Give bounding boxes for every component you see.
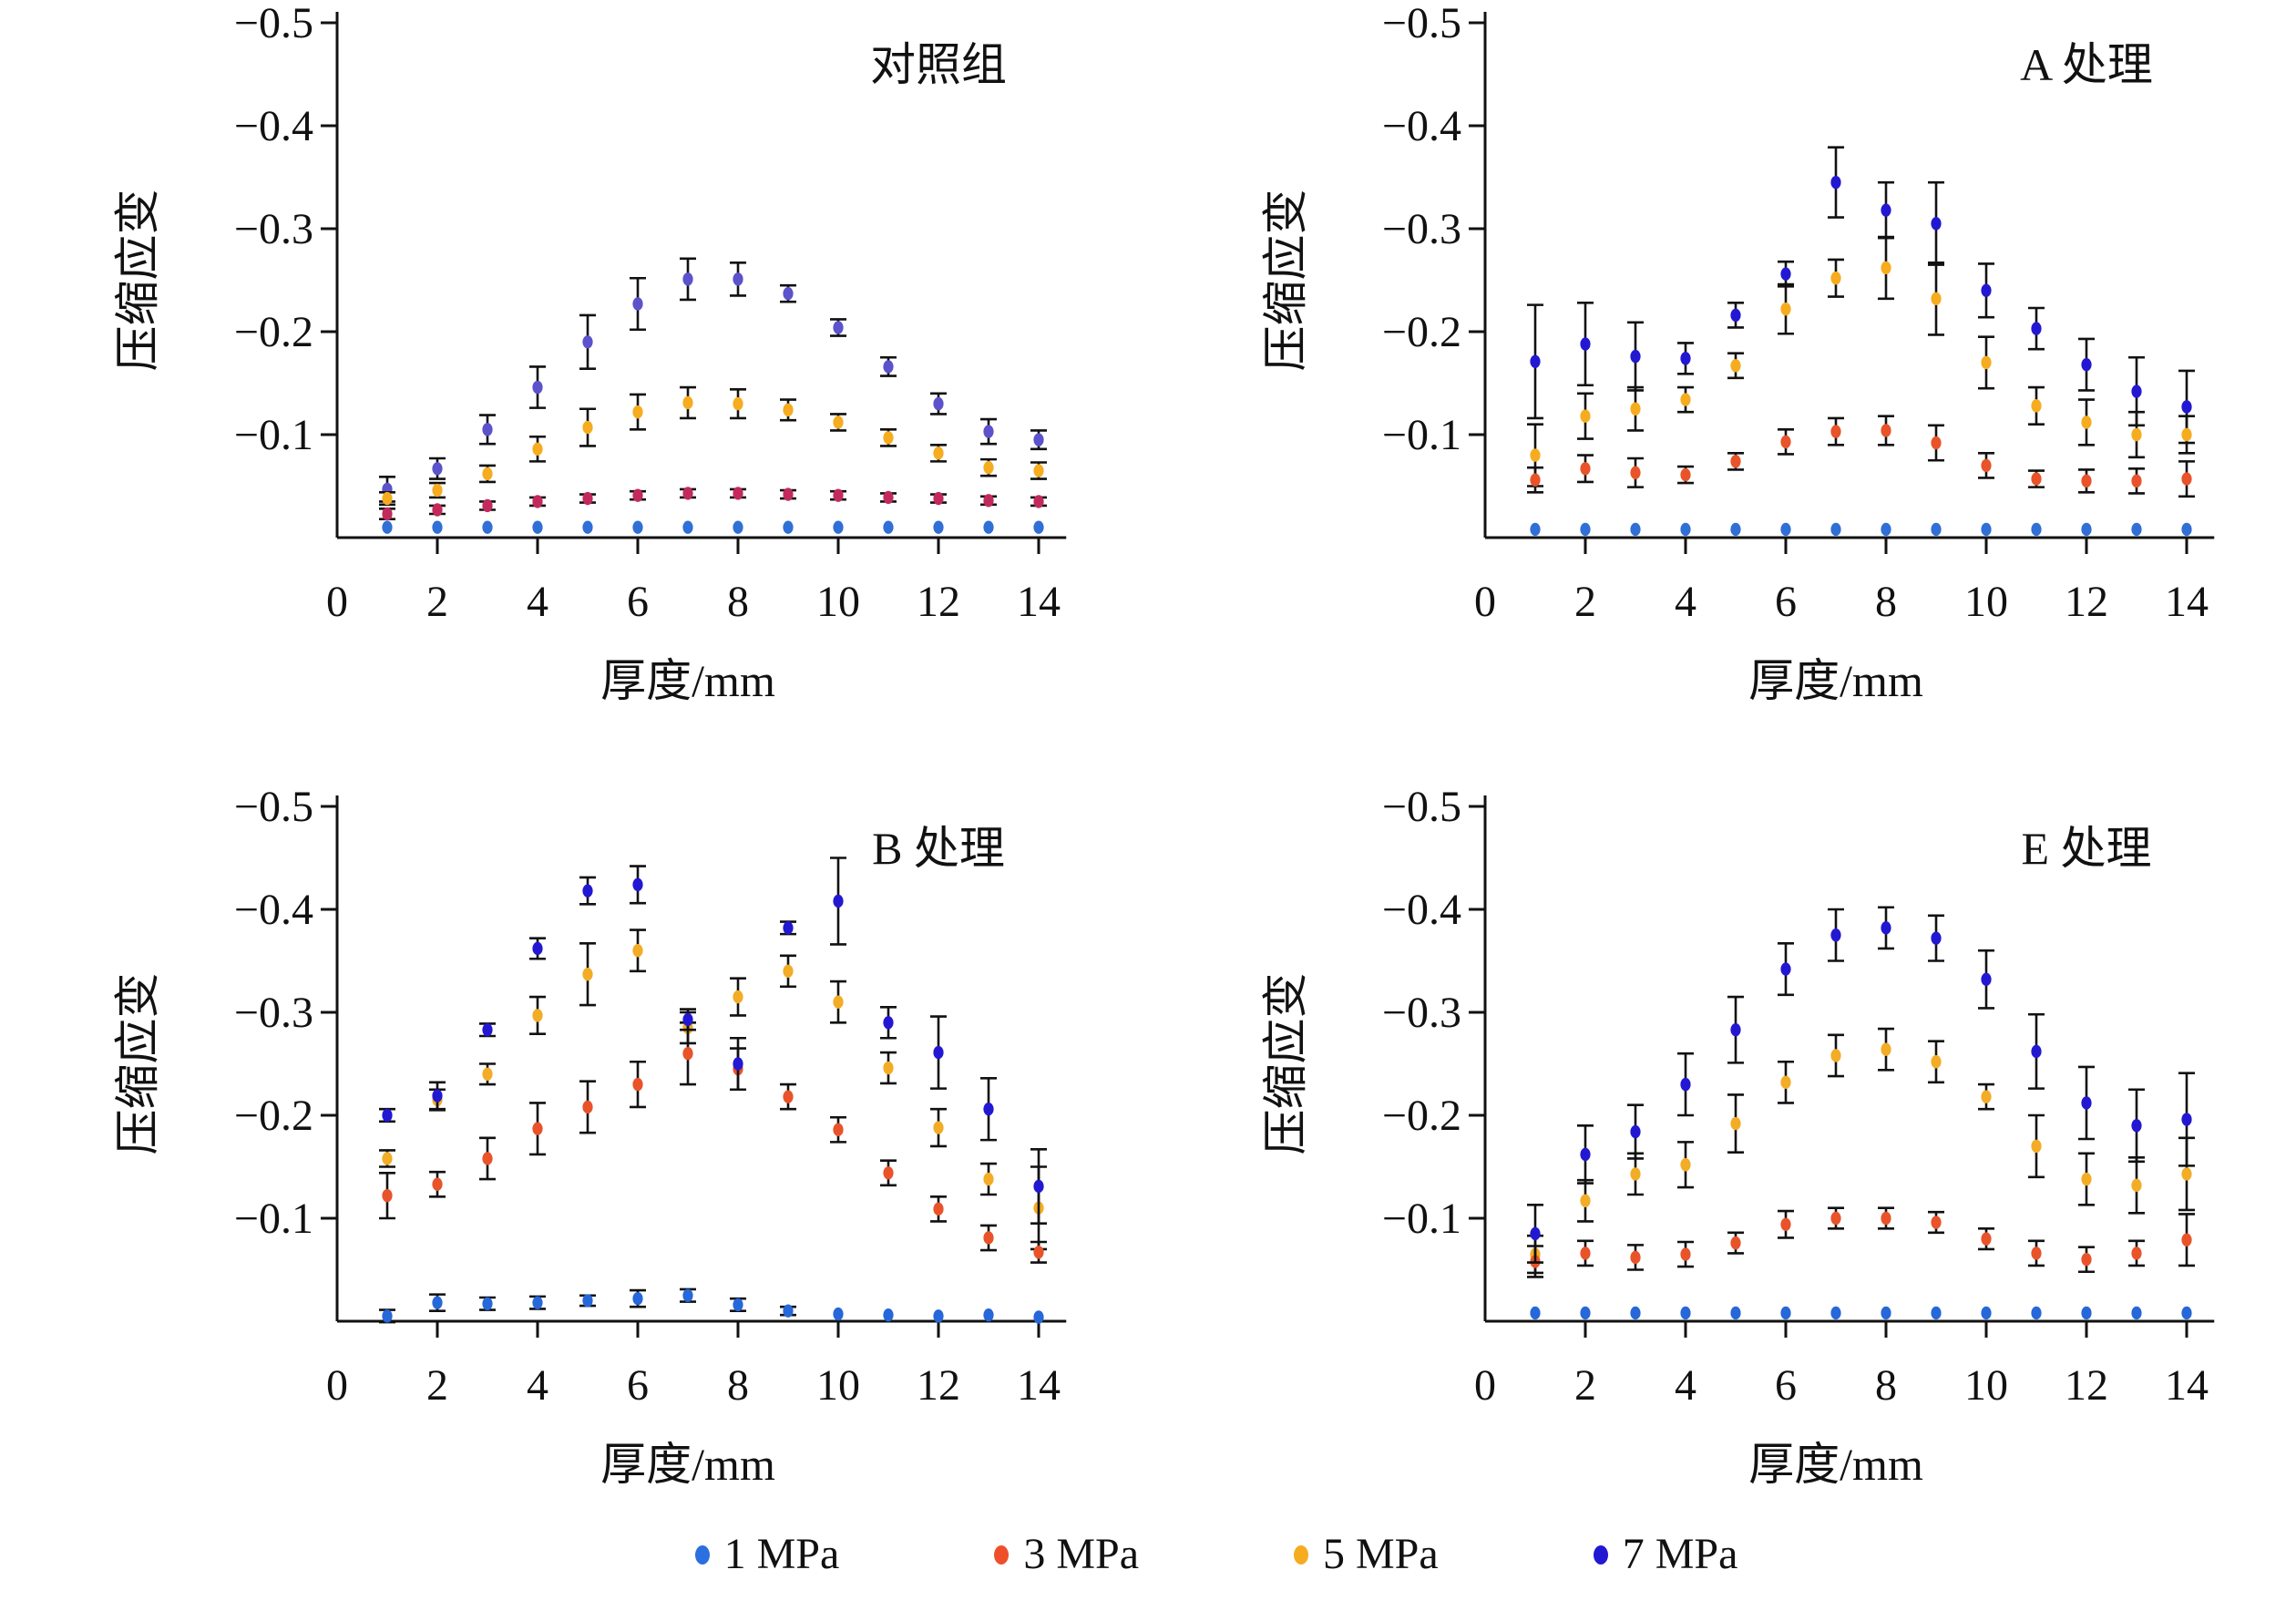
svg-text:−0.4: −0.4 xyxy=(234,102,313,150)
svg-text:−0.4: −0.4 xyxy=(234,886,313,934)
svg-text:10: 10 xyxy=(1964,1361,2008,1410)
svg-text:对照组: 对照组 xyxy=(870,39,1007,90)
panel-b-chart: 0 2 4 6 8 10 12 14 −0.1 −0.2 −0.3 −0.4 −0.5 B 处理厚度/mm… xyxy=(0,783,1148,1531)
svg-text:−0.4: −0.4 xyxy=(1382,102,1461,150)
svg-text:8: 8 xyxy=(727,1361,749,1410)
svg-text:0: 0 xyxy=(1474,578,1496,626)
svg-text:8: 8 xyxy=(1875,1361,1897,1410)
svg-text:厚度/mm: 厚度/mm xyxy=(600,655,775,706)
panel-a-chart: 0 2 4 6 8 10 12 14 −0.1 −0.2 −0.3 −0.4 −0.5 A 处理厚度/mm… xyxy=(1148,0,2296,784)
svg-text:6: 6 xyxy=(1775,578,1797,626)
legend-label: 5 MPa xyxy=(1323,1530,1439,1578)
legend-item: 7 MPa xyxy=(1593,1530,1738,1578)
svg-text:0: 0 xyxy=(326,578,348,626)
svg-text:压缩应变: 压缩应变 xyxy=(1260,973,1311,1155)
svg-text:14: 14 xyxy=(1017,1361,1061,1410)
svg-text:−0.5: −0.5 xyxy=(234,783,313,831)
legend-label: 3 MPa xyxy=(1023,1530,1139,1578)
svg-text:8: 8 xyxy=(727,578,749,626)
svg-text:0: 0 xyxy=(1474,1361,1496,1410)
legend-label: 7 MPa xyxy=(1622,1530,1738,1578)
svg-text:−0.2: −0.2 xyxy=(234,308,313,356)
svg-text:−0.3: −0.3 xyxy=(234,989,313,1037)
svg-text:−0.1: −0.1 xyxy=(1382,1195,1461,1243)
svg-text:压缩应变: 压缩应变 xyxy=(1260,190,1311,372)
svg-text:−0.5: −0.5 xyxy=(1382,0,1461,47)
svg-text:−0.2: −0.2 xyxy=(1382,308,1461,356)
svg-text:10: 10 xyxy=(1964,578,2008,626)
svg-text:压缩应变: 压缩应变 xyxy=(112,190,163,372)
svg-text:6: 6 xyxy=(1775,1361,1797,1410)
svg-text:2: 2 xyxy=(426,578,448,626)
svg-text:−0.1: −0.1 xyxy=(1382,411,1461,459)
svg-text:14: 14 xyxy=(1017,578,1061,626)
svg-text:厚度/mm: 厚度/mm xyxy=(1748,655,1923,706)
legend-label: 1 MPa xyxy=(723,1530,840,1578)
panel-e-chart: 0 2 4 6 8 10 12 14 −0.1 −0.2 −0.3 −0.4 −0.5 E 处理厚度/mm… xyxy=(1148,783,2296,1531)
svg-text:2: 2 xyxy=(1574,578,1596,626)
svg-text:厚度/mm: 厚度/mm xyxy=(600,1439,775,1490)
svg-text:4: 4 xyxy=(527,1361,548,1410)
svg-text:6: 6 xyxy=(627,1361,649,1410)
svg-text:−0.5: −0.5 xyxy=(234,0,313,47)
svg-text:4: 4 xyxy=(527,578,548,626)
svg-text:12: 12 xyxy=(2065,578,2108,626)
svg-text:厚度/mm: 厚度/mm xyxy=(1748,1439,1923,1490)
svg-text:−0.3: −0.3 xyxy=(234,205,313,253)
svg-text:−0.3: −0.3 xyxy=(1382,989,1461,1037)
svg-text:10: 10 xyxy=(816,1361,860,1410)
svg-text:2: 2 xyxy=(1574,1361,1596,1410)
svg-text:4: 4 xyxy=(1675,578,1696,626)
svg-text:−0.5: −0.5 xyxy=(1382,783,1461,831)
svg-text:压缩应变: 压缩应变 xyxy=(112,973,163,1155)
legend-marker-icon xyxy=(994,1544,1010,1565)
svg-text:0: 0 xyxy=(326,1361,348,1410)
svg-text:E 处理: E 处理 xyxy=(2021,823,2151,874)
legend-item: 5 MPa xyxy=(1294,1533,1439,1576)
svg-text:−0.2: −0.2 xyxy=(234,1092,313,1140)
legend-marker-icon xyxy=(1294,1544,1308,1565)
svg-text:8: 8 xyxy=(1875,578,1897,626)
legend-marker-icon xyxy=(1593,1544,1608,1565)
legend-marker-icon xyxy=(694,1544,710,1565)
svg-text:6: 6 xyxy=(627,578,649,626)
svg-text:12: 12 xyxy=(917,1361,960,1410)
svg-text:−0.2: −0.2 xyxy=(1382,1092,1461,1140)
panels-grid: 0 2 4 6 8 10 12 14 −0.1 −0.2 −0.3 −0.4 −0.5 对照组厚度/mm 压… xyxy=(0,0,2296,1531)
svg-text:12: 12 xyxy=(2065,1361,2108,1410)
svg-text:−0.3: −0.3 xyxy=(1382,205,1461,253)
legend-item: 1 MPa xyxy=(694,1530,840,1578)
svg-text:−0.1: −0.1 xyxy=(234,1195,313,1243)
svg-text:10: 10 xyxy=(816,578,860,626)
svg-text:2: 2 xyxy=(426,1361,448,1410)
legend: 1 MPa 3 MPa 5 MPa 7 MPa xyxy=(0,1533,2296,1621)
svg-text:14: 14 xyxy=(2165,578,2209,626)
svg-text:4: 4 xyxy=(1675,1361,1696,1410)
svg-text:14: 14 xyxy=(2165,1361,2209,1410)
svg-text:−0.1: −0.1 xyxy=(234,411,313,459)
svg-text:B 处理: B 处理 xyxy=(872,823,1005,874)
svg-text:A 处理: A 处理 xyxy=(2020,39,2153,90)
svg-text:−0.4: −0.4 xyxy=(1382,886,1461,934)
svg-text:12: 12 xyxy=(917,578,960,626)
legend-item: 3 MPa xyxy=(994,1533,1139,1576)
